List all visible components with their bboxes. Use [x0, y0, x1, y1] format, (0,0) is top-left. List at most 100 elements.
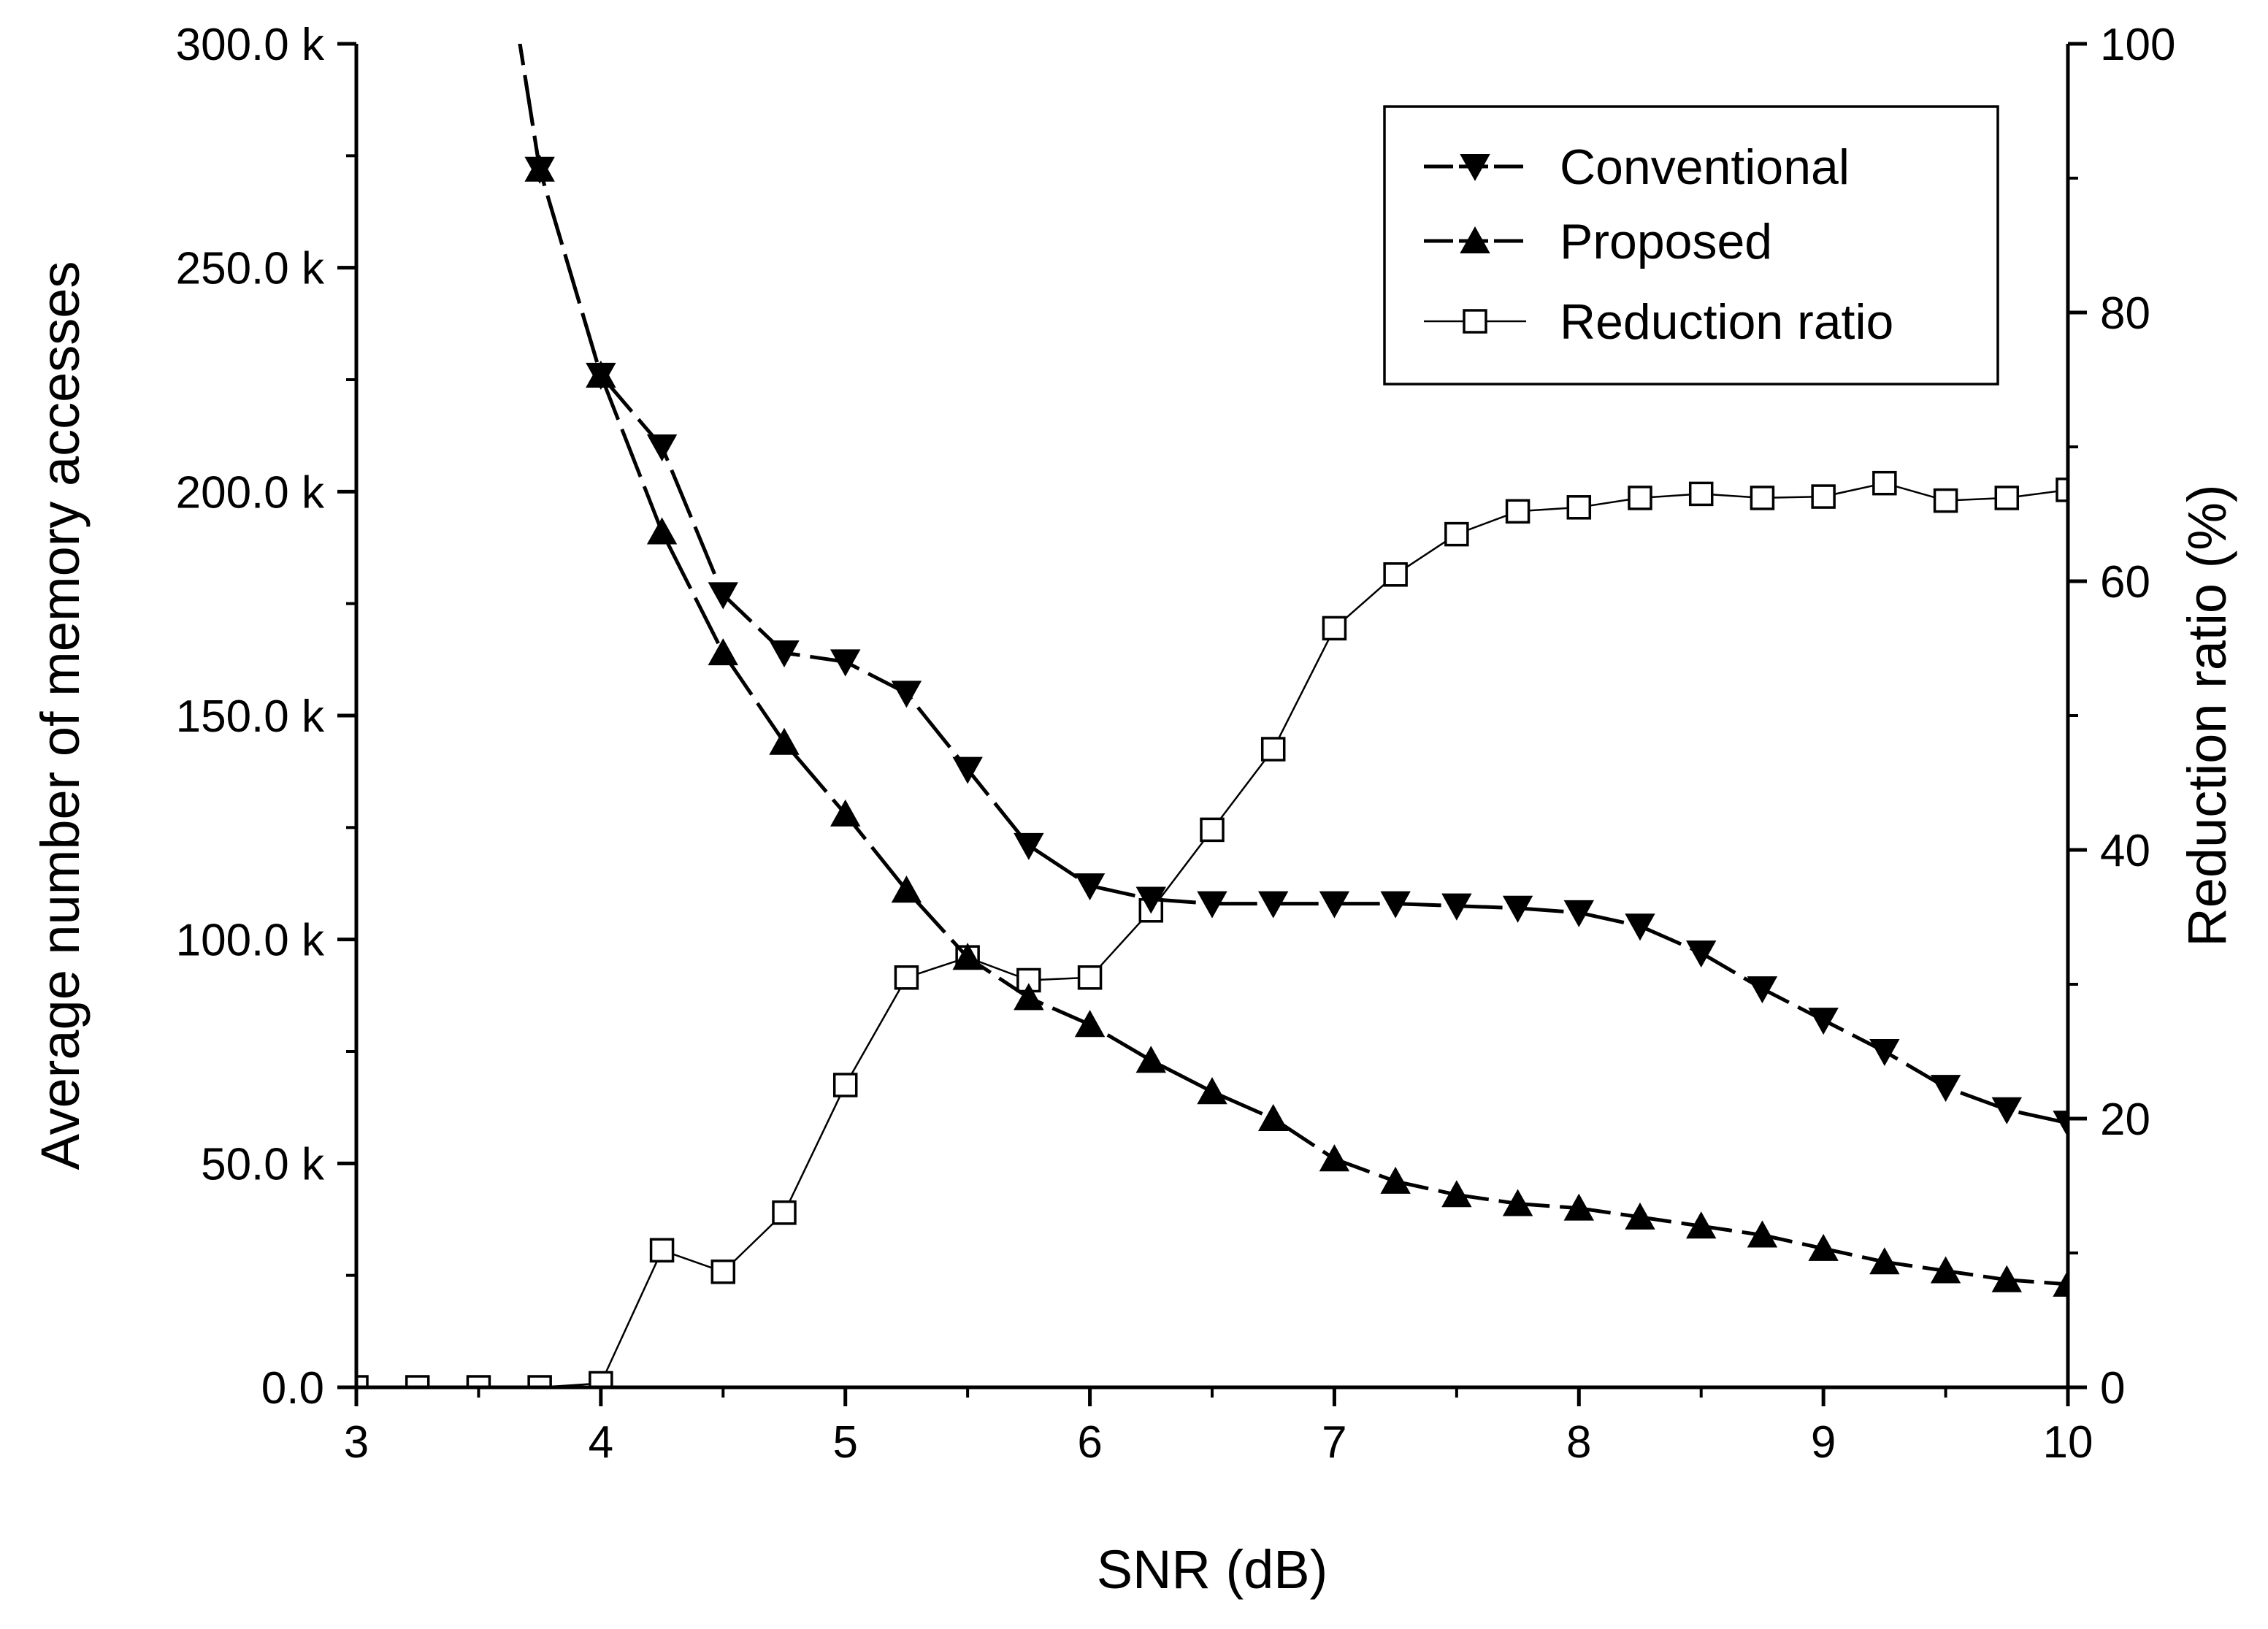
- legend-swatch-marker: [1460, 226, 1490, 253]
- data-point: [1441, 1180, 1472, 1208]
- data-point: [586, 360, 616, 388]
- y-tick-label: 50.0 k: [201, 1139, 325, 1189]
- y2-tick-label: 20: [2100, 1095, 2150, 1145]
- data-point: [1750, 486, 1775, 510]
- data-point: [772, 1200, 797, 1225]
- data-point: [894, 965, 919, 990]
- data-point: [832, 1073, 858, 1097]
- x-tick-label: 10: [2043, 1417, 2093, 1468]
- data-point: [1563, 900, 1594, 927]
- data-point: [1930, 1256, 1961, 1284]
- y2-tick-label: 60: [2100, 557, 2150, 607]
- data-point: [769, 640, 800, 668]
- y-tick-label: 300.0 k: [176, 20, 325, 70]
- legend-item: Proposed: [1424, 214, 1772, 269]
- data-point: [1260, 737, 1286, 762]
- data-point: [1808, 1008, 1839, 1035]
- legend-box: [1383, 105, 1999, 386]
- series-proposed: [518, 44, 2068, 1297]
- y2-axis-title: Reduction ratio (%): [2177, 484, 2237, 946]
- y-tick-label: 250.0 k: [176, 244, 325, 294]
- data-point: [1135, 886, 1166, 914]
- data-point: [1991, 1265, 2022, 1292]
- y-tick-label: 150.0 k: [176, 691, 325, 742]
- legend: Conventional Proposed Reduction ratio: [1383, 105, 1999, 386]
- data-point: [1869, 1039, 1900, 1067]
- data-point: [524, 154, 555, 182]
- data-point: [1380, 891, 1411, 919]
- data-point: [2056, 478, 2068, 502]
- data-point: [1566, 495, 1592, 520]
- data-point: [356, 1375, 369, 1387]
- data-point: [1563, 1193, 1594, 1221]
- y2-tick-label: 80: [2100, 288, 2150, 339]
- y2-tick-label: 40: [2100, 826, 2150, 876]
- x-tick-label: 9: [1811, 1417, 1836, 1468]
- data-point: [1380, 1166, 1411, 1194]
- data-point: [649, 1238, 675, 1263]
- data-point: [1444, 521, 1469, 547]
- x-tick-label: 3: [344, 1417, 369, 1468]
- x-tick-label: 4: [589, 1417, 613, 1468]
- data-point: [2053, 1269, 2068, 1297]
- data-point: [1933, 488, 1958, 513]
- y2-tick-label: 0: [2100, 1363, 2125, 1414]
- data-point: [891, 681, 922, 708]
- data-point: [1502, 1189, 1533, 1216]
- y-tick-label: 200.0 k: [176, 467, 325, 518]
- legend-item: Reduction ratio: [1424, 294, 1893, 350]
- data-point: [1319, 891, 1350, 919]
- data-point: [1197, 891, 1227, 919]
- data-point: [1197, 1077, 1227, 1105]
- data-point: [1808, 1233, 1839, 1261]
- data-point: [1994, 486, 2020, 510]
- data-point: [1135, 1046, 1166, 1073]
- data-point: [1686, 940, 1717, 968]
- data-point: [1258, 1103, 1289, 1131]
- data-point: [1200, 817, 1225, 843]
- data-point: [1930, 1075, 1961, 1103]
- data-point: [466, 1375, 491, 1387]
- data-point: [1628, 486, 1652, 510]
- legend-swatch-marker: [1460, 154, 1490, 182]
- x-tick-label: 5: [832, 1417, 857, 1468]
- data-point: [646, 434, 678, 462]
- series-conventional: [518, 44, 2068, 1138]
- y-axis-title: Average number of memory accesses: [30, 261, 91, 1170]
- data-point: [1747, 976, 1778, 1004]
- data-point: [891, 875, 922, 903]
- legend-label: Conventional: [1560, 139, 1850, 195]
- data-point: [952, 756, 983, 784]
- data-point: [1014, 832, 1044, 860]
- data-point: [1014, 983, 1044, 1011]
- data-point: [1686, 1211, 1717, 1239]
- data-point: [1991, 1097, 2022, 1124]
- data-point: [1322, 616, 1347, 641]
- data-point: [1505, 499, 1530, 524]
- axes-layer: 3 4 5 6 7 8 9 10 0.0 50.0 k 100.0 k 150.0 k 200.0 k 2…: [30, 20, 2237, 1600]
- data-point: [1258, 891, 1289, 919]
- y2-tick-label: 100: [2100, 20, 2175, 70]
- data-point: [830, 799, 861, 827]
- data-point: [708, 638, 738, 666]
- series-layer: [356, 44, 2068, 1387]
- data-point: [710, 1260, 736, 1284]
- legend-label: Reduction ratio: [1560, 294, 1893, 350]
- series-reduction-ratio: [356, 470, 2068, 1387]
- data-point: [527, 1375, 552, 1387]
- y-tick-label: 0.0: [261, 1363, 324, 1414]
- data-point: [1811, 484, 1836, 509]
- data-point: [1074, 1010, 1106, 1038]
- data-point: [405, 1375, 430, 1387]
- data-point: [1625, 1202, 1655, 1230]
- data-point: [589, 1371, 613, 1387]
- x-axis-title: SNR (dB): [1097, 1539, 1328, 1600]
- x-tick-label: 6: [1077, 1417, 1102, 1468]
- data-point: [1319, 1144, 1350, 1172]
- x-tick-label: 8: [1566, 1417, 1591, 1468]
- data-point: [1441, 893, 1472, 921]
- data-point: [769, 727, 800, 755]
- data-point: [1747, 1220, 1778, 1248]
